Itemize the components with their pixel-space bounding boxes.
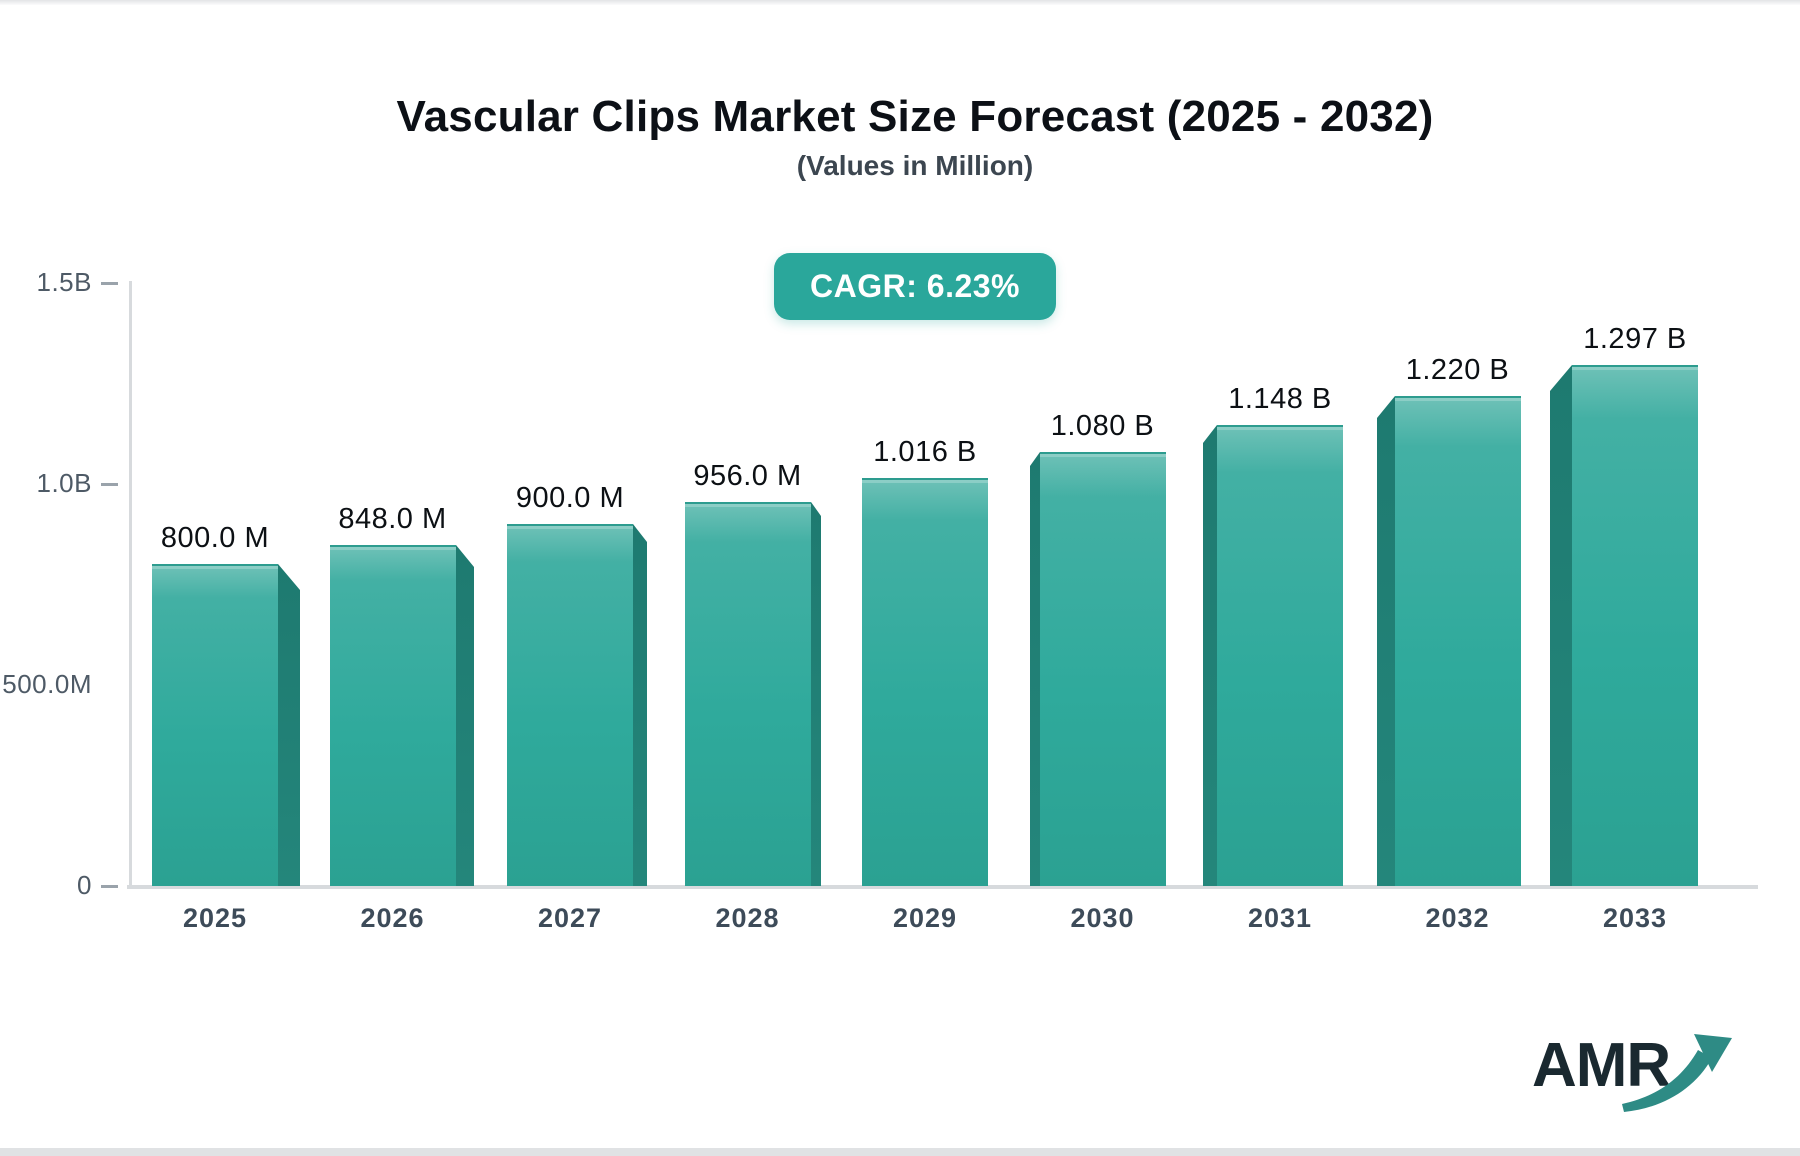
x-tick-label: 2030	[1070, 903, 1135, 933]
x-tick-label: 2026	[360, 903, 425, 933]
bar-value-label: 848.0 M	[338, 503, 447, 535]
bar-value-label: 1.220 B	[1405, 354, 1510, 386]
x-tick-label: 2027	[537, 903, 603, 933]
x-tick-label: 2033	[1602, 903, 1668, 933]
bar	[1572, 365, 1698, 886]
bar-value-label: 1.148 B	[1228, 383, 1332, 415]
y-axis-line	[129, 281, 132, 888]
bar-value-label: 956.0 M	[693, 460, 802, 492]
bar-side-3d-face	[633, 524, 647, 886]
y-tick-label: 1.0B	[36, 468, 92, 498]
x-tick-label: 2031	[1247, 903, 1313, 933]
bar-value-label: 1.297 B	[1583, 323, 1687, 355]
bar	[862, 478, 988, 886]
x-tick-label: 2025	[182, 903, 248, 933]
bar-side-3d-face	[1203, 425, 1217, 886]
y-tick-dash	[101, 483, 118, 486]
bar	[1040, 452, 1166, 886]
amr-logo-text: AMR	[1532, 1031, 1671, 1100]
bar	[152, 564, 278, 886]
y-tick-label: 500.0M	[2, 669, 92, 699]
x-tick-label: 2028	[715, 903, 780, 933]
y-tick-dash	[101, 282, 118, 285]
chart-title: Vascular Clips Market Size Forecast (202…	[396, 92, 1434, 141]
bar-value-label: 1.016 B	[873, 436, 977, 468]
cagr-badge-row: CAGR: 6.23%	[30, 253, 1800, 320]
bar-value-label: 800.0 M	[160, 522, 270, 554]
y-tick-label: 1.5B	[36, 267, 92, 297]
page-bottom-border	[0, 1148, 1800, 1156]
bar-value-label: 1.080 B	[1050, 410, 1155, 442]
y-tick-label: 0	[77, 870, 92, 900]
bar	[507, 524, 633, 886]
bar	[1217, 425, 1343, 886]
chart-subtitle: (Values in Million)	[796, 150, 1034, 181]
x-axis-baseline	[127, 885, 1758, 889]
bar-side-3d-face	[1550, 365, 1572, 886]
bar	[1395, 396, 1521, 886]
y-tick-dash	[101, 885, 118, 888]
bar	[685, 502, 811, 886]
x-tick-label: 2032	[1425, 903, 1490, 933]
amr-logo: AMR	[1532, 1030, 1732, 1120]
bar	[330, 545, 456, 886]
page-top-border	[0, 0, 1800, 5]
growth-arrow-icon	[1622, 1034, 1732, 1112]
bar-side-3d-face	[278, 564, 300, 886]
bar-side-3d-face	[1030, 452, 1040, 886]
bar-value-label: 900.0 M	[515, 482, 625, 514]
x-tick-label: 2029	[892, 903, 958, 933]
bar-side-3d-face	[456, 545, 474, 886]
bar-side-3d-face	[1377, 396, 1395, 886]
cagr-badge: CAGR: 6.23%	[774, 253, 1056, 320]
bar-side-3d-face	[811, 502, 821, 886]
